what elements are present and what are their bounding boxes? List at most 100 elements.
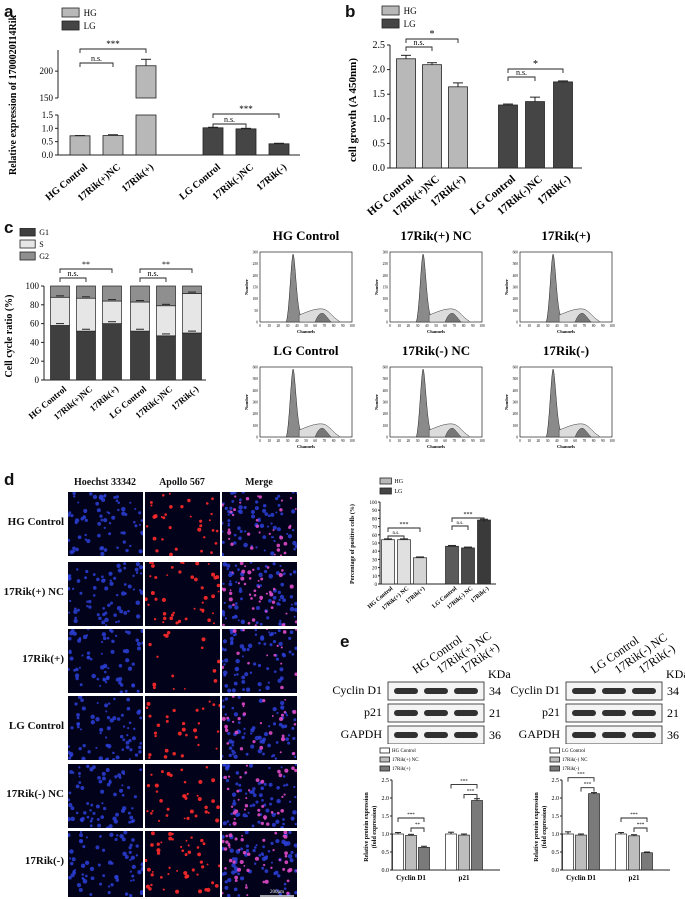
nucleus-red	[269, 592, 274, 597]
micro-image-1-0	[68, 562, 143, 626]
flow-xtick-2-2: 20	[537, 324, 541, 328]
chart-c-bar-G2-5	[182, 285, 202, 294]
chart-d-sig-2-label: n.s.	[457, 521, 464, 526]
nucleus-red	[215, 747, 218, 750]
nucleus-blue	[131, 874, 135, 878]
nucleus-blue	[291, 528, 295, 532]
flow-ytick-1-6: 300	[383, 251, 389, 255]
nucleus-red	[163, 755, 168, 759]
nucleus-blue	[274, 870, 279, 875]
nucleus-blue	[76, 568, 79, 571]
nucleus-red	[201, 707, 205, 710]
nucleus-blue	[127, 811, 131, 815]
nucleus-blue	[293, 615, 296, 618]
nucleus-blue	[83, 811, 87, 815]
nucleus-blue	[291, 726, 295, 730]
nucleus-blue	[227, 522, 230, 525]
nucleus-blue	[118, 664, 123, 668]
nucleus-red	[200, 646, 204, 650]
nucleus-blue	[240, 847, 244, 851]
nucleus-blue	[100, 640, 104, 644]
nucleus-red	[242, 850, 247, 855]
nucleus-blue	[71, 587, 75, 590]
nucleus-blue	[237, 872, 240, 876]
nucleus-red	[145, 706, 149, 710]
flow-ytick-4-0: 0	[386, 436, 388, 440]
nucleus-blue	[104, 586, 109, 591]
nucleus-blue	[126, 630, 131, 635]
nucleus-red	[155, 790, 159, 793]
flow-xlabel-1: Channels	[427, 329, 445, 334]
nucleus-red	[172, 611, 175, 615]
nucleus-red	[282, 867, 286, 871]
nucleus-blue	[135, 614, 141, 619]
nucleus-blue	[106, 511, 109, 514]
flow-ytick-2-5: 500	[513, 262, 519, 266]
nucleus-blue	[80, 840, 83, 843]
flow-xtick-2-4: 40	[555, 324, 559, 328]
chart-e1-xtick-0: Cyclin D1	[396, 874, 426, 882]
nucleus-red	[283, 541, 288, 546]
nucleus-red	[284, 768, 289, 773]
nucleus-red	[183, 817, 186, 820]
nucleus-red	[195, 562, 200, 566]
chart-b-ytick-0: 0.0	[373, 163, 386, 174]
nucleus-blue	[92, 811, 96, 815]
nucleus-red	[222, 587, 224, 591]
nucleus-red	[258, 531, 261, 534]
nucleus-red	[234, 495, 237, 498]
chart-a-sig-0-bracket	[79, 62, 114, 67]
nucleus-red	[193, 607, 196, 610]
nucleus-blue	[138, 549, 143, 554]
nucleus-blue	[275, 819, 280, 824]
nucleus-blue	[285, 783, 289, 787]
nucleus-red	[225, 834, 229, 838]
nucleus-blue	[103, 494, 107, 498]
nucleus-red	[261, 804, 265, 808]
chart-e2-ytick-3: 1.5	[552, 814, 560, 820]
nucleus-blue	[97, 533, 101, 538]
nucleus-blue	[234, 564, 238, 567]
nucleus-blue	[72, 492, 76, 496]
flow-xtick-4-5: 50	[434, 439, 438, 443]
nucleus-blue	[131, 838, 135, 842]
chart-e2-bar-0-1	[615, 833, 627, 871]
nucleus-red	[149, 500, 153, 504]
flow-xtick-5-4: 40	[555, 439, 559, 443]
nucleus-blue	[294, 646, 297, 650]
chart-b-legend-swatch-1	[381, 18, 400, 29]
nucleus-red	[294, 672, 297, 676]
nucleus-red	[234, 879, 238, 883]
nucleus-blue	[251, 824, 255, 828]
flow-title-3: LG Control	[273, 343, 339, 358]
nucleus-red	[204, 810, 208, 814]
nucleus-red	[148, 642, 152, 647]
nucleus-blue	[257, 748, 263, 754]
nucleus-blue	[234, 666, 240, 672]
nucleus-blue	[294, 890, 297, 895]
nucleus-blue	[141, 532, 143, 536]
nucleus-red	[222, 716, 226, 721]
nucleus-blue	[114, 837, 118, 842]
micro-image-svg-1-1	[145, 562, 220, 625]
nucleus-blue	[80, 698, 84, 703]
nucleus-red	[279, 508, 283, 512]
nucleus-blue	[263, 642, 267, 646]
chart-c-sig-3-label: **	[162, 260, 170, 269]
nucleus-blue	[98, 616, 102, 621]
western-left-band-1-1	[424, 710, 448, 716]
flow-ylabel-2: Number	[504, 279, 509, 295]
nucleus-blue	[223, 663, 226, 666]
flow-g2-peak-1	[444, 313, 462, 323]
nucleus-blue	[231, 792, 237, 797]
flow-g2-peak-3	[314, 428, 332, 438]
nucleus-blue	[75, 547, 79, 552]
nucleus-blue	[121, 837, 126, 842]
flow-ylabel-1: Number	[374, 279, 379, 295]
nucleus-blue	[261, 799, 264, 802]
nucleus-blue	[119, 734, 124, 739]
nucleus-blue	[222, 613, 226, 617]
nucleus-blue	[258, 735, 262, 740]
nucleus-blue	[119, 609, 124, 614]
nucleus-red	[211, 594, 216, 599]
